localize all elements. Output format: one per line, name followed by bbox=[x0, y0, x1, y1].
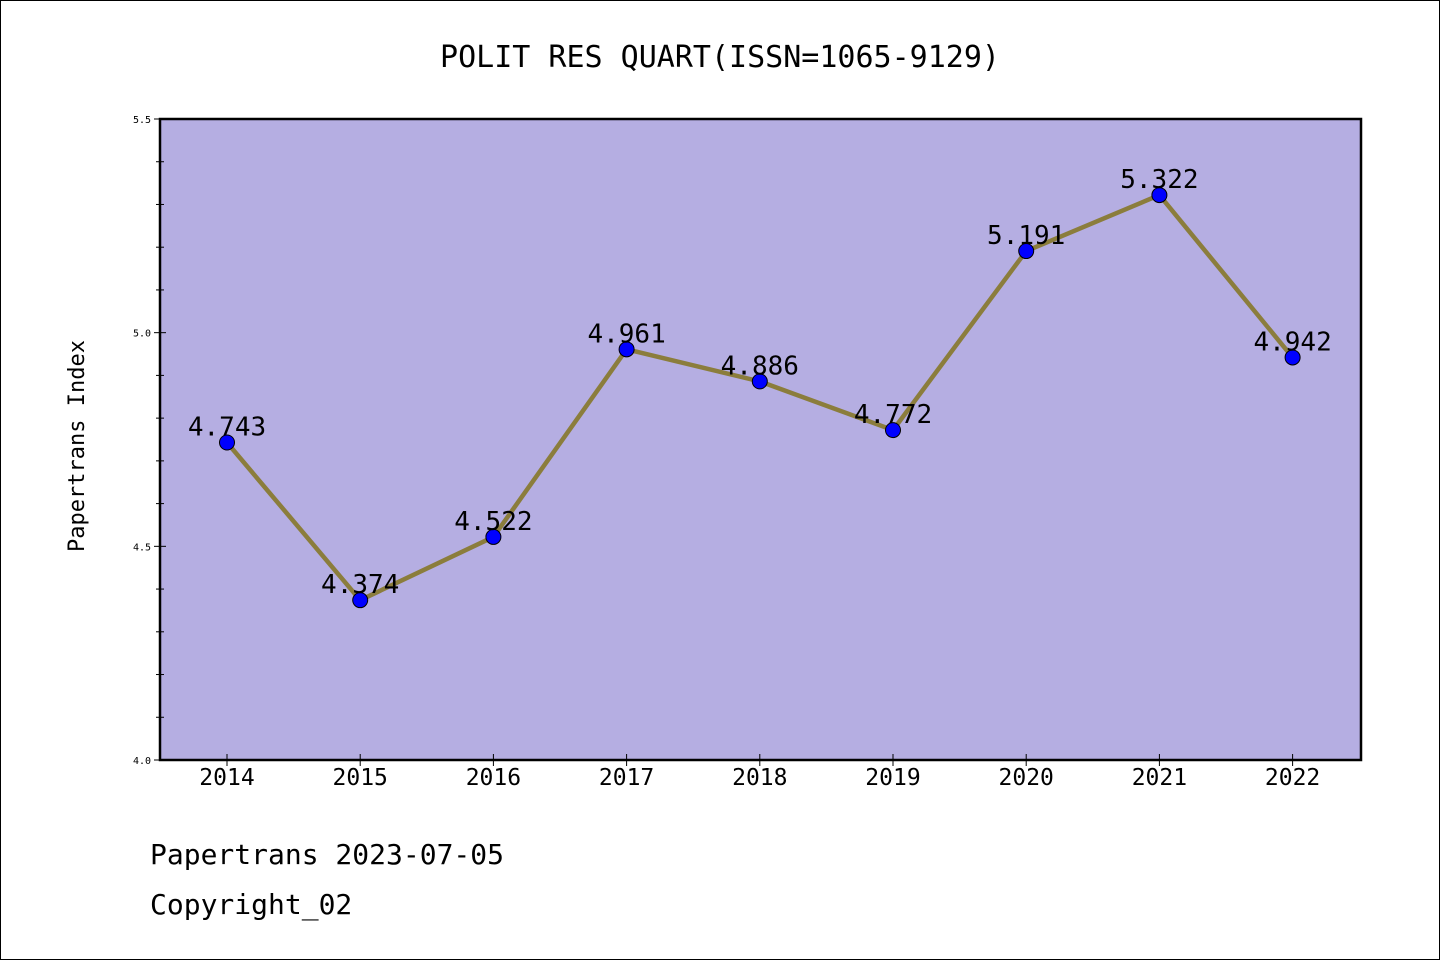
y-tick-label: 5.0 bbox=[133, 329, 151, 340]
data-point bbox=[1018, 243, 1035, 260]
y-tick-label: 4.0 bbox=[133, 756, 151, 767]
data-label: 4.886 bbox=[721, 351, 799, 381]
y-tick-label: 5.5 bbox=[133, 115, 151, 126]
data-label: 4.374 bbox=[321, 570, 399, 600]
data-point bbox=[1284, 349, 1301, 366]
data-label: 5.191 bbox=[987, 221, 1065, 251]
data-point bbox=[352, 592, 369, 609]
x-axis: 2014 2015 2016 2017 2018 2019 2020 2021 2022 bbox=[199, 754, 1320, 791]
data-point bbox=[751, 373, 768, 390]
data-label: 4.961 bbox=[587, 319, 665, 349]
plot-area bbox=[160, 119, 1361, 760]
data-point bbox=[1151, 187, 1168, 204]
x-tick-label: 2020 bbox=[999, 765, 1054, 791]
data-point bbox=[885, 422, 901, 439]
x-tick-label: 2022 bbox=[1265, 765, 1320, 791]
data-point bbox=[485, 528, 502, 545]
footer-copyright: Copyright_02 bbox=[150, 888, 352, 922]
x-tick-label: 2016 bbox=[466, 765, 521, 791]
chart-title: POLIT RES QUART(ISSN=1065-9129) bbox=[440, 40, 1000, 75]
x-tick-label: 2014 bbox=[199, 765, 254, 791]
data-label: 5.322 bbox=[1120, 165, 1198, 195]
footer-source: Papertrans 2023-07-05 bbox=[150, 838, 504, 871]
y-tick-label: 4.5 bbox=[133, 542, 151, 553]
plot-border bbox=[158, 117, 1363, 762]
x-tick-label: 2018 bbox=[732, 765, 787, 791]
x-tick-label: 2019 bbox=[865, 765, 920, 791]
data-label: 4.743 bbox=[188, 412, 266, 442]
data-point bbox=[618, 341, 635, 358]
x-tick-label: 2017 bbox=[599, 765, 654, 791]
data-point bbox=[219, 434, 235, 451]
x-tick-label: 2021 bbox=[1132, 765, 1187, 791]
data-label: 4.772 bbox=[854, 400, 932, 430]
x-tick-label: 2015 bbox=[333, 765, 388, 791]
data-label: 4.942 bbox=[1253, 327, 1331, 357]
data-labels: 4.743 4.374 4.522 4.961 4.886 4.772 5.191 5.322… bbox=[188, 165, 1332, 600]
series-line-group bbox=[219, 187, 1301, 609]
data-label: 4.522 bbox=[454, 507, 532, 537]
y-axis-label: Papertrans Index bbox=[65, 340, 90, 552]
